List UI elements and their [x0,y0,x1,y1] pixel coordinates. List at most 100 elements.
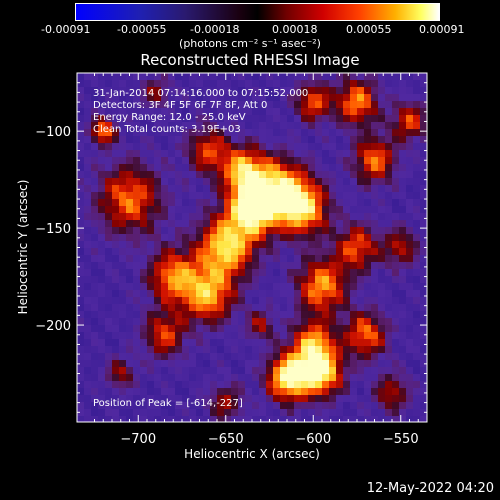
heatmap-cell [329,227,337,235]
heatmap-cell [266,136,274,144]
heatmap-cell [154,199,162,207]
heatmap-cell [105,374,113,382]
heatmap-cell [392,339,400,347]
heatmap-cell [238,129,246,137]
heatmap-cell [189,150,197,158]
heatmap-cell [98,87,106,95]
heatmap-cell [343,283,351,291]
heatmap-cell [133,213,141,221]
heatmap-cell [308,178,316,186]
heatmap-cell [315,290,323,298]
heatmap-cell [420,297,427,305]
heatmap-cell [392,297,400,305]
heatmap-cell [140,395,148,403]
heatmap-cell [266,220,274,228]
heatmap-cell [294,388,302,396]
heatmap-cell [322,269,330,277]
heatmap-cell [147,227,155,235]
heatmap-cell [105,129,113,137]
heatmap-cell [252,150,260,158]
heatmap-cell [385,269,393,277]
heatmap-cell [322,115,330,123]
heatmap-cell [161,332,169,340]
heatmap-cell [161,269,169,277]
heatmap-cell [350,115,358,123]
heatmap-cell [329,80,337,88]
heatmap-cell [77,339,85,347]
heatmap-cell [371,171,379,179]
heatmap-cell [287,332,295,340]
heatmap-cell [329,192,337,200]
heatmap-cell [343,80,351,88]
heatmap-cell [294,136,302,144]
heatmap-cell [280,283,288,291]
heatmap-cell [133,346,141,354]
heatmap-cell [224,395,232,403]
heatmap-cell [371,255,379,263]
heatmap-cell [189,241,197,249]
heatmap-cell [210,80,218,88]
y-tick-label: −200 [35,319,71,334]
heatmap-cell [175,255,183,263]
heatmap-cell [203,122,211,130]
heatmap-cell [105,269,113,277]
heatmap-cell [315,241,323,249]
heatmap-cell [189,409,197,417]
heatmap-cell [420,276,427,284]
heatmap-cell [287,129,295,137]
heatmap-cell [196,353,204,361]
heatmap-cell [406,402,414,410]
heatmap-cell [315,325,323,333]
heatmap-cell [336,311,344,319]
heatmap-cell [399,297,407,305]
heatmap-cell [280,213,288,221]
heatmap-cell [182,108,190,116]
heatmap-cell [224,108,232,116]
heatmap-cell [364,248,372,256]
heatmap-cell [196,332,204,340]
heatmap-cell [266,346,274,354]
heatmap-cell [343,157,351,165]
heatmap-cell [371,73,379,81]
heatmap-cell [210,395,218,403]
heatmap-cell [385,73,393,81]
heatmap-cell [133,164,141,172]
heatmap-cell [217,227,225,235]
heatmap-cell [308,311,316,319]
heatmap-cell [119,192,127,200]
heatmap-cell [161,136,169,144]
heatmap-cell [189,178,197,186]
heatmap-cell [161,360,169,368]
heatmap-cell [175,332,183,340]
heatmap-cell [266,94,274,102]
heatmap-cell [364,374,372,382]
y-tick-label: −100 [35,125,71,140]
heatmap-cell [413,143,421,151]
heatmap-cell [126,262,134,270]
heatmap-cell [322,178,330,186]
heatmap-cell [357,115,365,123]
heatmap-cell [210,269,218,277]
heatmap-cell [238,332,246,340]
heatmap-cell [238,136,246,144]
heatmap-cell [315,129,323,137]
heatmap-cell [217,248,225,256]
heatmap-cell [168,339,176,347]
heatmap-cell [245,276,253,284]
heatmap-cell [392,164,400,172]
heatmap-cell [392,374,400,382]
heatmap-cell [266,157,274,165]
heatmap-cell [147,192,155,200]
heatmap-cell [91,311,99,319]
heatmap-cell [161,234,169,242]
heatmap-cell [203,318,211,326]
heatmap-cell [231,367,239,375]
heatmap-cell [217,395,225,403]
heatmap-cell [357,248,365,256]
heatmap-cell [322,304,330,312]
heatmap-cell [231,311,239,319]
heatmap-cell [217,101,225,109]
heatmap-cell [322,94,330,102]
heatmap-cell [224,311,232,319]
heatmap-cell [420,192,427,200]
